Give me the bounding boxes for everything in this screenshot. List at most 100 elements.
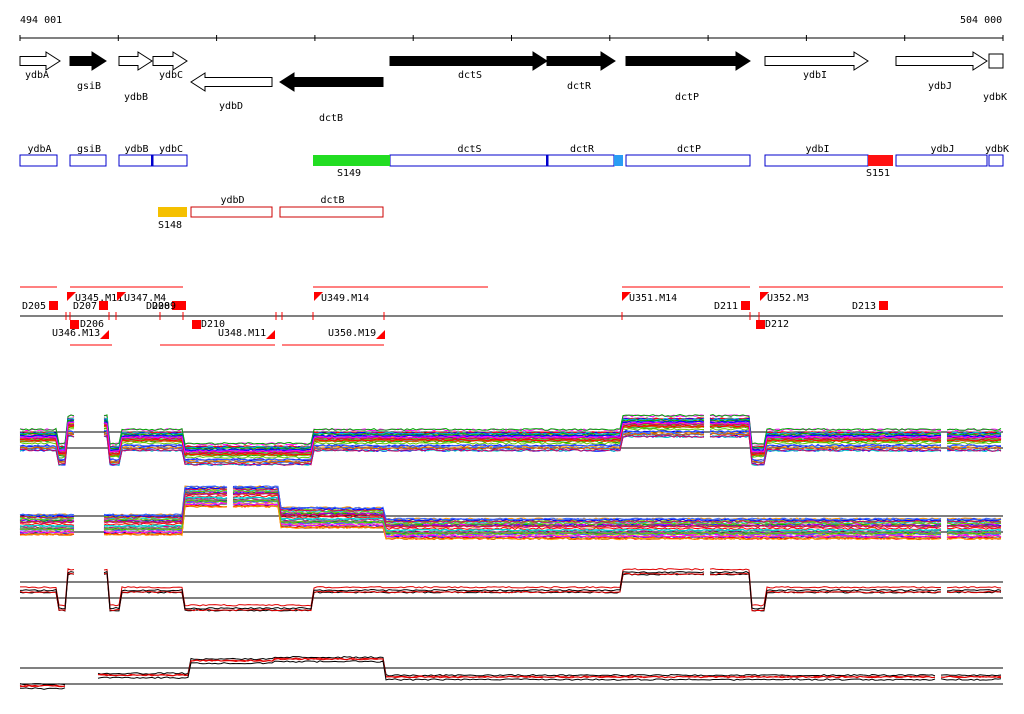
- transcript-forward-ydbJ: [895, 154, 988, 167]
- gene-label-dctB: dctB: [319, 113, 343, 124]
- end-coordinate: 504 000: [960, 15, 1002, 26]
- transcript-reverse-ydbD: [190, 206, 273, 218]
- downshift-label: D213: [852, 301, 876, 312]
- downshift-label: D207: [73, 301, 97, 312]
- expression-line: [19, 498, 1002, 534]
- expression-tracks: [19, 413, 1003, 690]
- segment-label-S148: S148: [158, 220, 182, 231]
- gene-label-gsiB: gsiB: [77, 81, 101, 92]
- expression-line: [19, 504, 1002, 541]
- expression-line: [19, 657, 1002, 688]
- expression-line: [20, 660, 1002, 690]
- expression-line: [19, 492, 1002, 528]
- gene-annotation-track: ydbA gsiB ydbB ydbC ydbD dctB dctS dctR dctP ydbI…: [19, 51, 1007, 124]
- transcript-forward-label: dctS: [458, 144, 482, 155]
- expression-line: [19, 573, 1002, 612]
- upshift-label: U347.M4: [124, 293, 166, 304]
- gene-label-dctS: dctS: [458, 70, 482, 81]
- expression-line: [19, 572, 1002, 612]
- gene-arrow-ydbA: [19, 51, 61, 71]
- gene-arrow-dctB: [279, 72, 384, 92]
- upshift-label: U349.M14: [321, 293, 369, 304]
- gene-label-dctR: dctR: [567, 81, 592, 92]
- gene-arrow-ydbI: [764, 51, 869, 71]
- transcript-forward-dctR: [547, 154, 615, 167]
- upshift-marker: [622, 292, 631, 301]
- gene-arrow-gsiB: [69, 51, 107, 71]
- upshift-label: U346.M13: [52, 328, 100, 339]
- segment-S151: [868, 155, 893, 166]
- expression-line: [19, 432, 1002, 464]
- gene-arrow-dctS: [389, 51, 548, 71]
- upshift-label: U351.M14: [629, 293, 677, 304]
- gene-label-dctP: dctP: [675, 92, 699, 103]
- gene-label-ydbJ: ydbJ: [928, 81, 952, 92]
- downshift-label: D208: [146, 301, 170, 312]
- expression-line: [19, 496, 1002, 532]
- gene-arrow-ydbJ: [895, 51, 988, 71]
- transcript-reverse-label: dctB: [321, 195, 345, 206]
- downshift-marker: [741, 301, 750, 310]
- downshift-label: D210: [201, 319, 225, 330]
- expression-line: [19, 494, 1001, 530]
- transcript-forward-label: gsiB: [77, 144, 101, 155]
- expression-line: [19, 418, 1002, 450]
- expression-track-forward-expression-selected: [19, 568, 1003, 612]
- coordinate-ruler: 494 001 504 000: [19, 15, 1004, 41]
- gene-arrow-dctP: [625, 51, 751, 71]
- expression-line: [19, 485, 1002, 521]
- expression-line: [19, 430, 1002, 462]
- expression-line: [19, 499, 1002, 535]
- upshift-label: U345.M11: [75, 293, 123, 304]
- transcript-forward-dctP: [625, 154, 751, 167]
- downshift-label: D206: [80, 319, 104, 330]
- gene-label-ydbB: ydbB: [124, 92, 148, 103]
- gene-label-ydbC: ydbC: [159, 70, 183, 81]
- downshift-marker: [99, 301, 108, 310]
- downshift-label: D209: [152, 301, 176, 312]
- upshift-marker: [100, 330, 109, 339]
- gene-arrow-ydbD: [190, 72, 273, 92]
- expression-line: [19, 432, 1002, 464]
- transcript-forward-ydbA: [19, 154, 58, 167]
- expression-line: [19, 413, 1002, 445]
- transcript-forward-dctS: [389, 154, 548, 167]
- gene-label-ydbA: ydbA: [25, 70, 49, 81]
- transcript-forward-label: ydbK: [985, 144, 1009, 155]
- expression-track-reverse-expression-selected: [19, 655, 1003, 690]
- expression-line: [19, 502, 1002, 538]
- upshift-label: U350.M19: [328, 328, 376, 339]
- transcript-forward-label: ydbC: [159, 144, 183, 155]
- transcript-forward-gsiB: [69, 154, 107, 167]
- terminator-marker: [614, 155, 623, 166]
- gene-label-ydbK: ydbK: [983, 92, 1007, 103]
- downshift-marker: [879, 301, 888, 310]
- gene-arrow-ydbB: [118, 51, 153, 71]
- upshift-marker: [117, 292, 126, 301]
- gene-arrow-dctR: [546, 51, 616, 71]
- transcript-forward-ydbB: [118, 154, 153, 167]
- transcript-forward-ydbK: [988, 154, 1004, 167]
- start-coordinate: 494 001: [20, 15, 62, 26]
- gene-label-ydbD: ydbD: [219, 101, 243, 112]
- expression-line: [19, 421, 1002, 453]
- transcript-forward-label: dctR: [570, 144, 595, 155]
- expression-line: [19, 427, 1002, 459]
- expression-track-reverse-expression-all: [19, 485, 1003, 541]
- expression-line: [19, 492, 1002, 528]
- expression-line: [19, 434, 1002, 466]
- downshift-marker: [70, 320, 79, 329]
- expression-line: [19, 489, 1002, 526]
- expression-line: [19, 417, 1002, 449]
- expression-line: [19, 570, 1002, 610]
- transcript-reverse-dctB: [279, 206, 384, 218]
- transcript-forward-label: ydbJ: [931, 144, 955, 155]
- gene-label-ydbI: ydbI: [803, 70, 827, 81]
- transcript-forward-label: ydbB: [125, 144, 149, 155]
- expression-line: [20, 568, 1002, 607]
- ruler-ticks: [19, 35, 1004, 41]
- upshift-marker: [266, 330, 275, 339]
- gene-arrow-ydbK: [988, 53, 1004, 69]
- expression-line: [19, 655, 1002, 686]
